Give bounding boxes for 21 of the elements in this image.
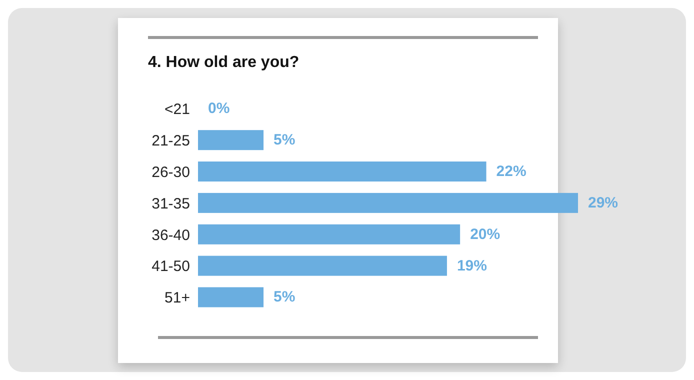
y-tick-label: 51+ xyxy=(164,290,190,307)
data-label: 20% xyxy=(470,226,500,243)
bar xyxy=(198,130,264,150)
data-label: 22% xyxy=(496,163,526,180)
data-label: 19% xyxy=(456,257,487,274)
y-tick-label: <21 xyxy=(164,101,190,118)
data-label: 5% xyxy=(274,132,296,149)
y-tick-label: 36-40 xyxy=(152,226,190,244)
y-tick-label: 26-30 xyxy=(152,164,190,181)
bar xyxy=(198,256,447,276)
data-label: 0% xyxy=(208,100,230,118)
bar xyxy=(198,192,578,213)
y-tick-label: 31-35 xyxy=(152,195,190,212)
y-tick-label: 21-25 xyxy=(152,132,190,150)
y-tick-label: 41-50 xyxy=(152,258,190,276)
data-label: 5% xyxy=(274,288,296,306)
data-label: 29% xyxy=(588,194,618,212)
bar xyxy=(198,162,486,182)
bar xyxy=(198,224,460,244)
chart-title: 4. How old are you? xyxy=(148,54,300,72)
bar xyxy=(198,287,264,308)
